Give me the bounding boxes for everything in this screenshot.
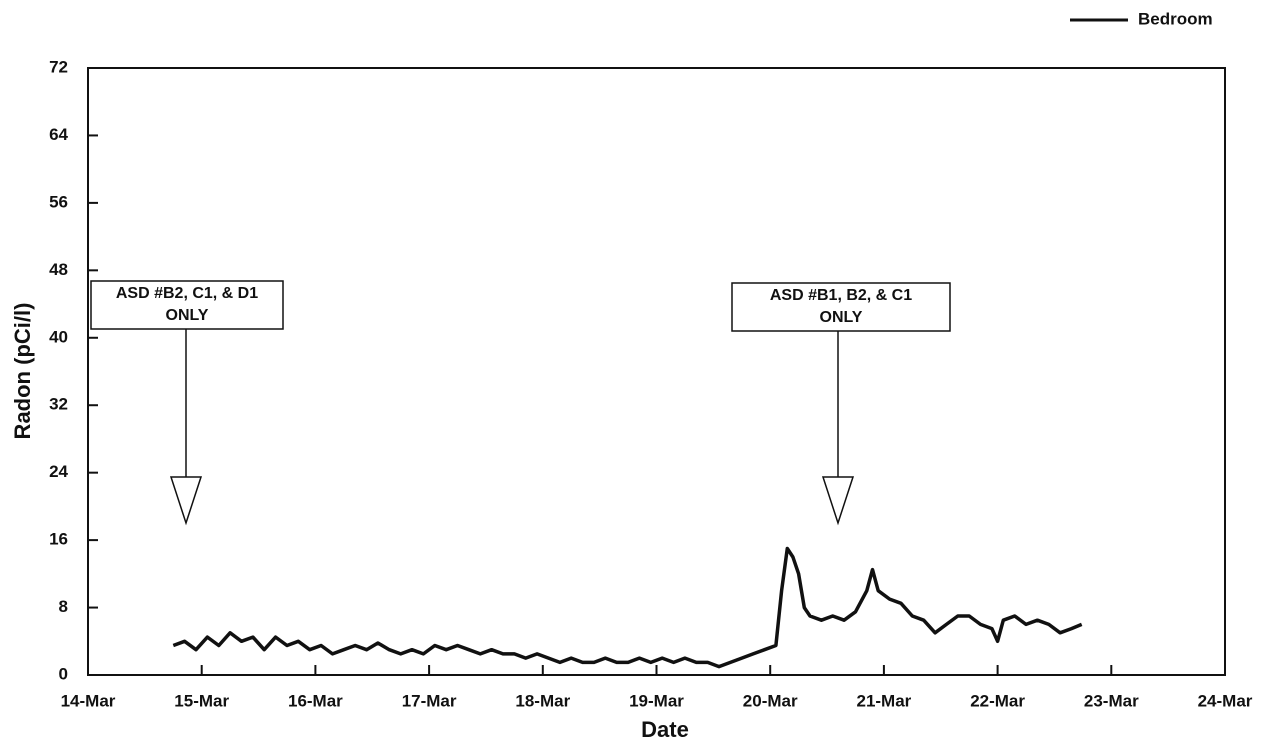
y-tick-label: 40	[49, 327, 68, 346]
y-tick-label: 16	[49, 530, 68, 549]
x-tick-label: 15-Mar	[174, 691, 229, 710]
y-tick-label: 24	[49, 462, 68, 481]
x-tick-label: 18-Mar	[515, 691, 570, 710]
x-axis-label: Date	[641, 717, 689, 742]
annotation-text: ONLY	[820, 309, 863, 326]
y-tick-label: 56	[49, 192, 68, 211]
legend-label: Bedroom	[1138, 9, 1213, 28]
y-tick-label: 48	[49, 260, 68, 279]
x-tick-label: 14-Mar	[61, 691, 116, 710]
annotation-text: ASD #B2, C1, & D1	[116, 285, 258, 302]
x-tick-label: 24-Mar	[1198, 691, 1253, 710]
x-tick-label: 23-Mar	[1084, 691, 1139, 710]
y-tick-label: 32	[49, 395, 68, 414]
y-tick-label: 0	[59, 664, 68, 683]
x-tick-label: 21-Mar	[856, 691, 911, 710]
annotation-box	[90, 280, 284, 330]
plot-frame	[87, 67, 1226, 676]
annotation-text: ASD #B1, B2, & C1	[770, 287, 912, 304]
annotation-text: ONLY	[166, 307, 209, 324]
y-axis-label: Radon (pCi/l)	[10, 303, 35, 440]
x-tick-label: 19-Mar	[629, 691, 684, 710]
data-line	[172, 546, 1083, 669]
x-tick-label: 20-Mar	[743, 691, 798, 710]
annotation-box	[731, 282, 951, 332]
annotation-arrow-head	[169, 476, 203, 526]
x-tick-label: 16-Mar	[288, 691, 343, 710]
x-tick-label: 22-Mar	[970, 691, 1025, 710]
annotation-arrow-head	[821, 476, 855, 526]
x-tick-label: 17-Mar	[402, 691, 457, 710]
y-tick-label: 72	[49, 57, 68, 76]
y-tick-label: 64	[49, 125, 68, 144]
y-tick-label: 8	[59, 597, 68, 616]
